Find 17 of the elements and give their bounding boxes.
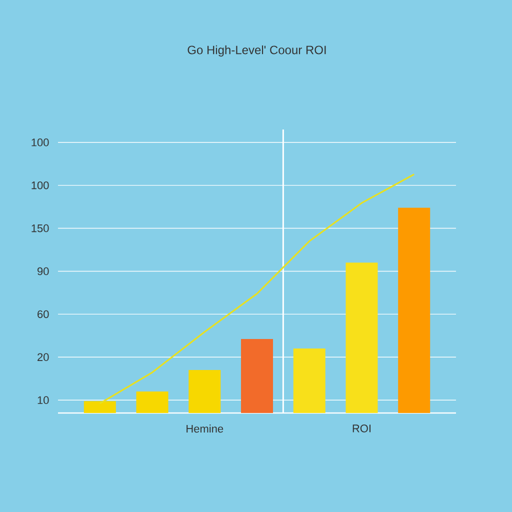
bar (136, 392, 168, 413)
text: 100 (32, 181, 49, 190)
chart-title: Go High-Level' Coour ROI (188, 45, 326, 57)
text: 100 (32, 138, 49, 146)
x-tick-label: ROI (352, 424, 370, 432)
text: 60 (38, 310, 49, 318)
bar (293, 348, 326, 413)
bar (398, 208, 430, 413)
bar (346, 262, 378, 413)
x-tick-label: Hemine (186, 424, 224, 433)
bar (84, 401, 116, 413)
text: 20 (38, 353, 49, 362)
text: 10 (38, 396, 49, 404)
bar (241, 339, 274, 413)
text: 150 (32, 224, 49, 232)
text: 90 (38, 267, 49, 276)
bar (188, 370, 221, 413)
